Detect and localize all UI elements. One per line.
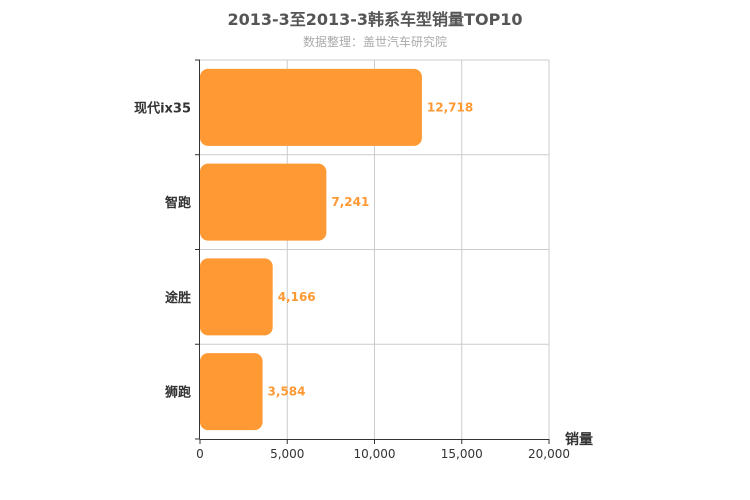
bar bbox=[200, 353, 263, 431]
x-axis-title: 销量 bbox=[565, 431, 593, 448]
category-label: 现代ix35 bbox=[134, 100, 191, 116]
data-label: 4,166 bbox=[278, 290, 316, 304]
data-label: 3,584 bbox=[268, 385, 306, 399]
data-label: 12,718 bbox=[427, 100, 473, 114]
bar bbox=[200, 68, 422, 146]
bar bbox=[200, 163, 327, 241]
category-label: 途胜 bbox=[165, 290, 191, 306]
x-tick-label: 20,000 bbox=[528, 447, 570, 461]
x-tick-label: 15,000 bbox=[441, 447, 483, 461]
bar bbox=[200, 258, 273, 336]
chart-subtitle: 数据整理：盖世汽车研究院 bbox=[302, 35, 447, 49]
x-tick-label: 5,000 bbox=[270, 447, 304, 461]
labels: 12,718 现代ix35 7,241 智跑 4,166 途胜 3,584 狮跑 0 5,000 1… bbox=[134, 100, 593, 461]
category-label: 智跑 bbox=[165, 195, 191, 211]
x-tick-label: 10,000 bbox=[354, 447, 396, 461]
data-label: 7,241 bbox=[331, 195, 369, 209]
chart-title: 2013-3至2013-3韩系车型销量TOP10 bbox=[227, 10, 523, 29]
category-label: 狮跑 bbox=[164, 385, 191, 401]
bars bbox=[200, 68, 422, 431]
axes bbox=[195, 59, 550, 444]
x-tick-label: 0 bbox=[196, 447, 204, 461]
